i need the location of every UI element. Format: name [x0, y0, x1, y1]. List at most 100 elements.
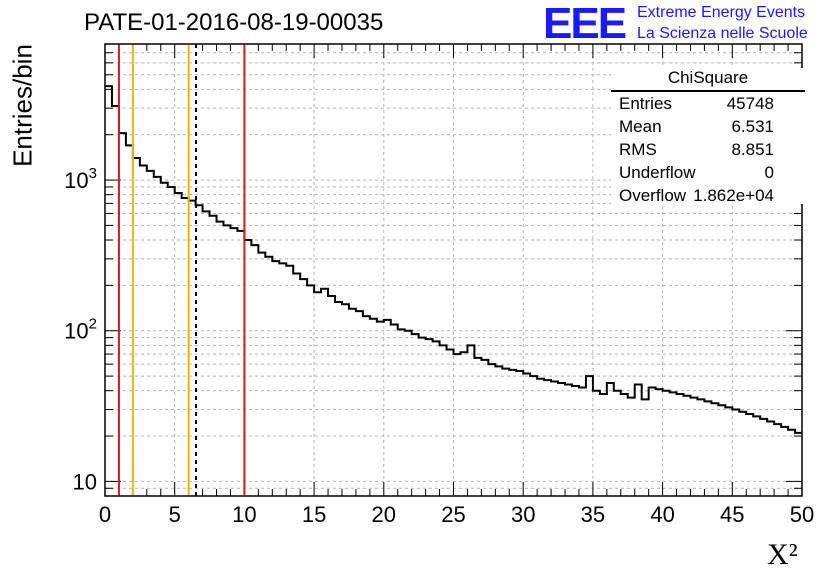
histogram-bin — [126, 145, 133, 496]
histogram-bin — [328, 296, 335, 496]
histogram-bin — [391, 324, 398, 496]
histogram-bin — [593, 391, 600, 496]
histogram-bin — [133, 158, 140, 496]
histogram-bin — [342, 304, 349, 496]
logo-subtitle-1: Extreme Energy Events — [637, 4, 806, 21]
histogram-bin — [614, 391, 621, 496]
histogram-bin — [516, 371, 523, 496]
histogram-bin — [356, 311, 363, 496]
histogram-bin — [119, 133, 126, 496]
stats-value: 6.531 — [731, 117, 774, 136]
histogram-bin — [175, 193, 182, 496]
histogram-bin — [656, 389, 663, 496]
x-tick-label: 25 — [441, 502, 465, 527]
histogram-bin — [258, 253, 265, 496]
histogram-bin — [774, 424, 781, 496]
histogram-bin — [335, 302, 342, 496]
y-axis-label: Entries/bin — [7, 44, 38, 167]
histogram-bin — [732, 410, 739, 496]
histogram-bin — [286, 266, 293, 496]
marker-lines — [117, 44, 246, 496]
histogram-bin — [182, 198, 189, 496]
x-tick-label: 15 — [302, 502, 326, 527]
histogram-bin — [488, 364, 495, 496]
x-tick-label: 45 — [720, 502, 744, 527]
y-tick-label: 102 — [64, 316, 97, 344]
histogram-bin — [147, 171, 154, 496]
histogram-bin — [230, 228, 237, 496]
histogram-bin — [251, 245, 258, 496]
stats-title: ChiSquare — [667, 68, 749, 87]
histogram-bin — [474, 358, 481, 496]
histogram-bin — [210, 216, 217, 496]
histogram-bin — [795, 433, 802, 496]
histogram-bin — [544, 380, 551, 496]
histogram-bin — [105, 86, 112, 496]
stats-divider — [611, 90, 805, 92]
histogram-bin — [746, 414, 753, 496]
y-tick-label: 10 — [73, 469, 97, 494]
histogram-bin — [307, 285, 314, 496]
histogram-bin — [244, 240, 251, 496]
stats-value: 1.862e+04 — [693, 186, 774, 205]
histogram-bin — [237, 231, 244, 496]
histogram-bin — [217, 222, 224, 496]
histogram-bin — [223, 225, 230, 496]
x-tick-label: 40 — [650, 502, 674, 527]
histogram-bin — [447, 350, 454, 496]
histogram-bin — [481, 360, 488, 496]
histogram-step-line — [105, 85, 802, 434]
x-tick-label: 10 — [232, 502, 256, 527]
x-axis-label: X² — [767, 538, 798, 571]
histogram-bin — [370, 319, 377, 496]
histogram-bin — [412, 334, 419, 496]
histogram-bin — [112, 106, 119, 496]
stats-value: 8.851 — [731, 140, 774, 159]
histogram-bin — [161, 183, 168, 496]
histogram-bin — [454, 354, 461, 496]
histogram-bin — [509, 370, 516, 496]
histogram-bin — [203, 211, 210, 496]
histogram-bin — [677, 394, 684, 496]
histogram-bin — [321, 289, 328, 496]
histogram-bin — [565, 384, 572, 496]
histogram-bin — [572, 386, 579, 496]
histogram-bin — [419, 338, 426, 496]
histogram-bin — [753, 416, 760, 496]
histogram-bin — [649, 387, 656, 496]
histogram-bin — [433, 341, 440, 496]
histogram-bin — [300, 279, 307, 496]
histogram-bin — [279, 263, 286, 496]
plot-frame — [104, 43, 803, 497]
histogram-bin — [314, 292, 321, 496]
histogram-bin — [502, 369, 509, 496]
histogram-bin — [460, 352, 467, 496]
stats-value: 0 — [764, 163, 774, 182]
histogram-bin — [788, 430, 795, 496]
histogram-bin — [349, 309, 356, 496]
histogram-bin — [168, 187, 175, 496]
y-tick-label: 103 — [64, 165, 97, 193]
histogram-bin — [663, 391, 670, 496]
histogram-bin — [781, 427, 788, 496]
histogram-bin — [684, 396, 691, 496]
histogram-bin — [363, 316, 370, 496]
stats-value: 45748 — [726, 94, 774, 113]
histogram-bin — [495, 366, 502, 496]
histogram-bin — [739, 412, 746, 496]
histogram-bin — [265, 257, 272, 496]
histogram-bin — [440, 345, 447, 496]
stats-box: ChiSquare Entries 45748 Mean 6.531 RMS 8… — [611, 68, 805, 205]
histogram-bin — [537, 379, 544, 496]
grid — [105, 43, 802, 497]
histogram-bin — [189, 201, 196, 496]
histogram-bin — [586, 376, 593, 496]
x-tick-label: 35 — [581, 502, 605, 527]
x-tick-label: 20 — [372, 502, 396, 527]
histogram-bin — [530, 376, 537, 496]
x-tick-label: 5 — [169, 502, 181, 527]
histogram-bin — [140, 165, 147, 496]
stats-label: RMS — [619, 140, 657, 159]
stats-label: Underflow — [619, 163, 696, 182]
